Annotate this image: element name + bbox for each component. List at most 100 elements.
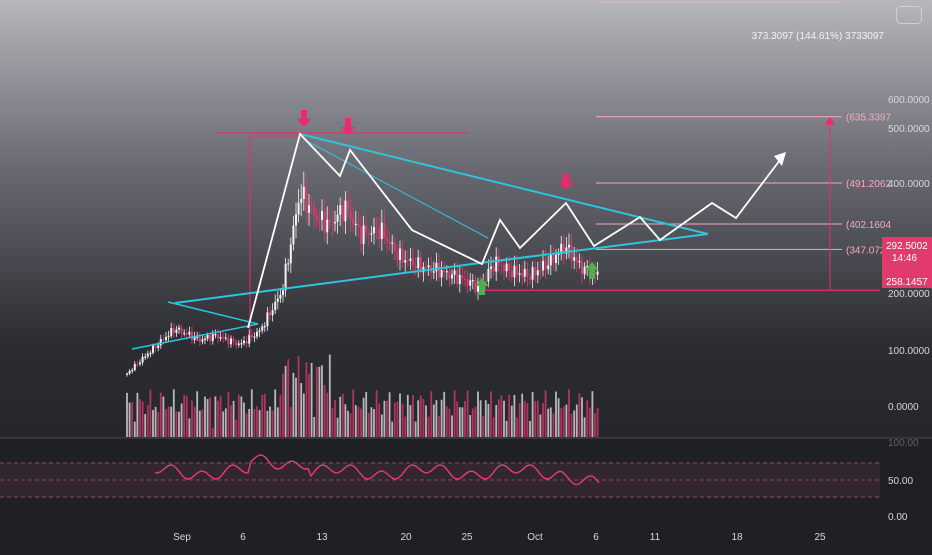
volume-bar: [388, 392, 391, 437]
volume-bar: [578, 393, 581, 437]
volume-bar: [555, 391, 557, 437]
candle-body: [261, 326, 264, 331]
volume-bar: [568, 389, 570, 437]
volume-bar: [534, 401, 537, 437]
candle-body: [131, 370, 134, 372]
volume-bar: [513, 394, 516, 437]
volume-bar: [562, 406, 565, 437]
candle-body: [557, 253, 560, 255]
red-down-arrow-icon: [559, 173, 573, 190]
volume-bar: [505, 420, 508, 437]
fullscreen-icon[interactable]: [896, 6, 922, 24]
candle-body: [154, 345, 157, 349]
volume-bar: [409, 405, 412, 437]
volume-bar: [141, 401, 144, 437]
flag-lower-line: [131, 323, 259, 350]
candle-body: [495, 256, 498, 272]
volume-bar: [490, 391, 492, 437]
volume-bar: [224, 408, 227, 437]
volume-bar: [425, 405, 427, 437]
volume-bar: [406, 394, 409, 437]
volume-bar: [456, 401, 459, 437]
volume-bar: [240, 396, 243, 437]
volume-bar: [516, 417, 518, 437]
candle-body: [419, 257, 422, 273]
candle-body: [196, 336, 199, 338]
candle-body: [282, 290, 284, 296]
volume-bar: [245, 413, 248, 437]
volume-bar: [503, 400, 505, 437]
candle-body: [258, 330, 261, 332]
volume-bar: [219, 395, 222, 437]
candle-body: [539, 270, 542, 272]
candle-body: [206, 334, 209, 339]
volume-bar: [315, 366, 318, 437]
pattern-arrow-head: [774, 152, 786, 166]
triangle-lower-line: [479, 233, 709, 264]
candle-body: [193, 336, 196, 341]
volume-bar: [323, 385, 326, 437]
candle-body: [505, 263, 508, 272]
volume-bar: [154, 406, 157, 437]
x-axis-tick-label: 25: [814, 532, 826, 543]
volume-bar: [461, 407, 464, 437]
candle-body: [438, 262, 440, 278]
candle-body: [529, 277, 531, 280]
candle-body: [185, 332, 188, 335]
candle-body: [126, 373, 128, 375]
volume-bar: [399, 393, 401, 437]
volume-bar: [401, 403, 404, 437]
volume-bar: [310, 362, 313, 437]
candle-body: [466, 278, 469, 286]
candle-body: [321, 210, 323, 220]
candle-body: [159, 339, 162, 346]
candle-body: [263, 326, 266, 328]
candle-body: [204, 338, 206, 340]
candle-body: [575, 257, 578, 263]
volume-bar: [347, 410, 349, 437]
candle-body: [404, 260, 407, 263]
fib-level-label: (491.2062: [846, 179, 891, 190]
candle-body: [289, 244, 292, 264]
candle-body: [536, 270, 539, 276]
candle-body: [295, 214, 297, 226]
candle-body: [490, 266, 492, 269]
candle-body: [596, 271, 599, 275]
volume-bar: [297, 356, 300, 437]
volume-bar: [573, 410, 576, 437]
volume-bar: [172, 389, 175, 437]
volume-bar: [451, 415, 453, 437]
y-axis-tick-label: 200.0000: [888, 289, 930, 300]
candle-body: [471, 280, 474, 282]
volume-bar: [591, 391, 594, 437]
candle-body: [152, 345, 154, 353]
candle-body: [427, 265, 430, 268]
volume-bar: [217, 400, 219, 437]
volume-bar: [131, 402, 134, 437]
volume-bar: [510, 405, 513, 437]
volume-bar: [261, 394, 264, 437]
candle-body: [245, 340, 248, 344]
volume-bar: [575, 404, 578, 437]
green-up-arrow-icon: [475, 278, 489, 295]
volume-bar: [227, 391, 230, 437]
x-axis-tick-label: 6: [240, 532, 246, 543]
volume-bar: [292, 372, 295, 437]
candle-body: [487, 268, 490, 282]
candle-body: [544, 260, 547, 270]
volume-bar: [128, 402, 131, 437]
volume-bar: [211, 427, 214, 437]
volume-bar: [341, 393, 344, 437]
volume-bar: [162, 396, 165, 437]
red-down-arrow-icon: [297, 110, 311, 127]
candle-body: [240, 343, 243, 345]
volume-bar: [391, 421, 394, 437]
candle-body: [386, 238, 388, 241]
candle-body: [412, 258, 414, 266]
volume-bar: [518, 403, 521, 437]
candle-body: [425, 266, 427, 269]
candle-body: [508, 263, 511, 271]
volume-bar: [354, 405, 357, 437]
candle-body: [172, 328, 175, 333]
pattern-projection-path: [247, 132, 781, 329]
